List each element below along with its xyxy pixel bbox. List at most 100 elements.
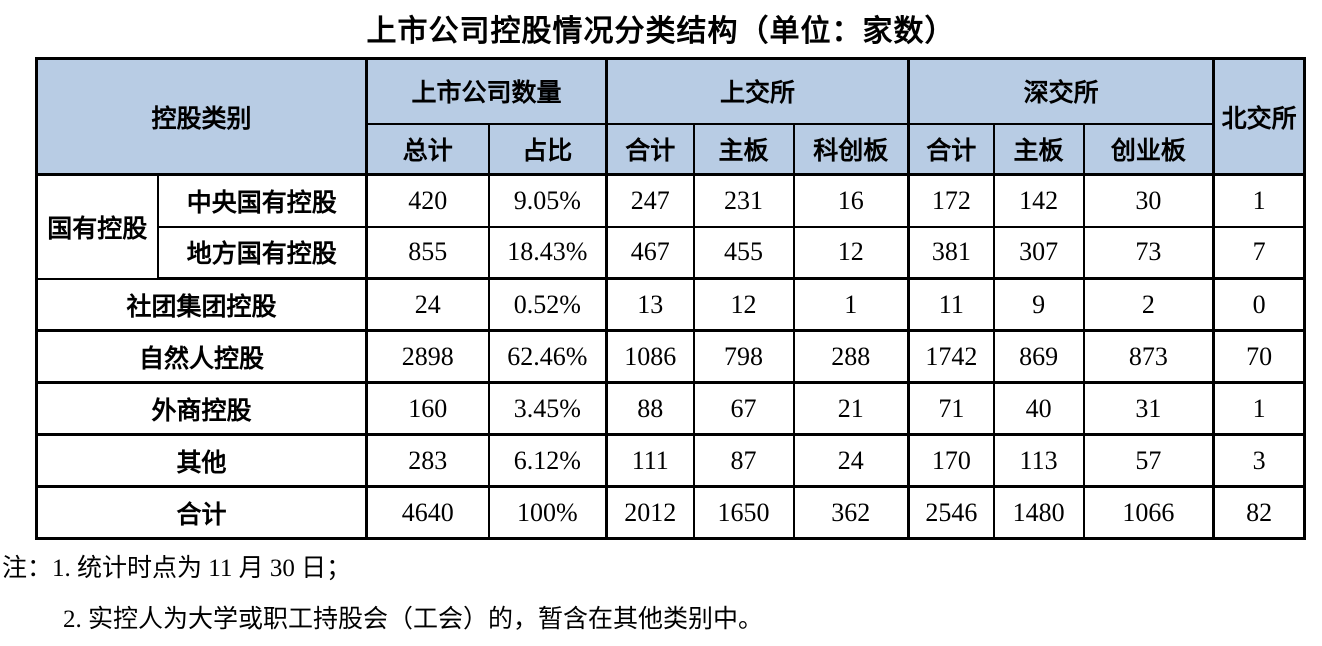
cell-szse-total: 1742 <box>907 329 995 384</box>
row-label: 其他 <box>35 433 369 488</box>
cell-szse-gem: 73 <box>1082 225 1216 280</box>
table-row-local-soe: 地方国有控股 855 18.43% 467 455 12 381 307 73 … <box>37 225 1306 280</box>
footnote-1: 注：1. 统计时点为 11 月 30 日； <box>2 555 352 582</box>
cell-ratio: 18.43% <box>487 225 609 280</box>
cell-szse-main: 40 <box>992 381 1085 436</box>
cell-szse-total: 170 <box>907 433 995 488</box>
cell-sse-star: 288 <box>792 329 911 384</box>
cell-sse-star: 16 <box>792 173 911 228</box>
row-label: 中央国有控股 <box>156 173 369 228</box>
cell-sse-main: 12 <box>692 277 795 332</box>
cell-szse-main: 142 <box>992 173 1085 228</box>
footnotes: 注：1. 统计时点为 11 月 30 日； 2. 实控人为大学或职工持股会（工会… <box>0 554 1322 635</box>
cell-total: 420 <box>365 173 490 228</box>
cell-total: 4640 <box>365 485 490 540</box>
cell-sse-star: 1 <box>792 277 911 332</box>
header-szse: 深交所 <box>907 57 1216 125</box>
holding-structure-table: 控股类别 上市公司数量 上交所 深交所 北交所 总计 占比 合计 主板 科创板 … <box>35 57 1307 540</box>
header-szse-total: 合计 <box>907 122 995 176</box>
cell-szse-main: 869 <box>992 329 1085 384</box>
cell-ratio: 9.05% <box>487 173 609 228</box>
table-row-foreign: 外商控股 160 3.45% 88 67 21 71 40 31 1 <box>35 381 1306 436</box>
row-group-label: 国有控股 <box>35 173 159 280</box>
header-sse-main: 主板 <box>692 122 795 176</box>
cell-sse-total: 111 <box>605 433 695 488</box>
header-szse-gem: 创业板 <box>1082 122 1216 176</box>
cell-sse-total: 1086 <box>605 329 695 384</box>
cell-ratio: 3.45% <box>487 381 609 436</box>
cell-bse: 3 <box>1212 433 1306 488</box>
table-body: 国有控股 中央国有控股 420 9.05% 247 231 16 172 142… <box>35 173 1306 540</box>
cell-sse-main: 87 <box>692 433 795 488</box>
cell-sse-star: 12 <box>792 225 911 280</box>
header-row-2: 总计 占比 合计 主板 科创板 合计 主板 创业板 <box>37 122 1305 176</box>
cell-bse: 0 <box>1212 277 1306 332</box>
cell-sse-star: 21 <box>792 381 911 436</box>
table-row-other: 其他 283 6.12% 111 87 24 170 113 57 3 <box>35 433 1306 488</box>
table-row-central-soe: 国有控股 中央国有控股 420 9.05% 247 231 16 172 142… <box>35 173 1306 280</box>
cell-sse-total: 467 <box>605 225 695 280</box>
cell-bse: 7 <box>1212 225 1306 280</box>
cell-bse: 1 <box>1212 381 1306 436</box>
cell-sse-total: 2012 <box>605 485 695 540</box>
cell-sse-total: 88 <box>605 381 695 436</box>
header-row-1: 控股类别 上市公司数量 上交所 深交所 北交所 <box>35 57 1306 176</box>
cell-szse-total: 71 <box>907 381 995 436</box>
header-sse-star: 科创板 <box>792 122 911 176</box>
document-page: 上市公司控股情况分类结构（单位：家数） 控股类别 上市公司数量 上交所 深交所 … <box>0 6 1322 646</box>
header-company-count: 上市公司数量 <box>365 57 609 125</box>
cell-szse-gem: 57 <box>1082 433 1216 488</box>
cell-ratio: 0.52% <box>487 277 609 332</box>
cell-sse-star: 24 <box>792 433 911 488</box>
cell-szse-gem: 31 <box>1082 381 1216 436</box>
cell-total: 283 <box>365 433 490 488</box>
cell-ratio: 62.46% <box>487 329 609 384</box>
footnote-2: 2. 实控人为大学或职工持股会（工会）的，暂含在其他类别中。 <box>63 606 764 633</box>
cell-szse-gem: 873 <box>1082 329 1216 384</box>
cell-total: 24 <box>365 277 490 332</box>
cell-sse-main: 231 <box>692 173 795 228</box>
cell-szse-total: 172 <box>907 173 995 228</box>
row-label: 自然人控股 <box>35 329 369 384</box>
row-label: 地方国有控股 <box>156 225 369 280</box>
table-title: 上市公司控股情况分类结构（单位：家数） <box>366 15 956 48</box>
cell-sse-total: 247 <box>605 173 695 228</box>
cell-sse-star: 362 <box>792 485 911 540</box>
row-label: 外商控股 <box>35 381 369 436</box>
cell-szse-total: 2546 <box>907 485 995 540</box>
cell-szse-total: 381 <box>907 225 995 280</box>
cell-szse-main: 307 <box>992 225 1085 280</box>
header-sse-total: 合计 <box>605 122 695 176</box>
header-bse: 北交所 <box>1212 57 1306 176</box>
header-ratio: 占比 <box>487 122 609 176</box>
cell-szse-main: 113 <box>992 433 1085 488</box>
cell-bse: 1 <box>1212 173 1306 228</box>
table-header: 控股类别 上市公司数量 上交所 深交所 北交所 总计 占比 合计 主板 科创板 … <box>35 57 1306 176</box>
cell-szse-gem: 30 <box>1082 173 1216 228</box>
cell-total: 855 <box>365 225 490 280</box>
table-row-grand-total: 合计 4640 100% 2012 1650 362 2546 1480 106… <box>35 485 1306 540</box>
header-sse: 上交所 <box>605 57 911 125</box>
cell-total: 160 <box>365 381 490 436</box>
row-label: 合计 <box>35 485 369 540</box>
cell-szse-total: 11 <box>907 277 995 332</box>
table-row-natural-person: 自然人控股 2898 62.46% 1086 798 288 1742 869 … <box>35 329 1306 384</box>
cell-sse-main: 1650 <box>692 485 795 540</box>
header-szse-main: 主板 <box>992 122 1085 176</box>
cell-sse-total: 13 <box>605 277 695 332</box>
header-category: 控股类别 <box>35 57 369 176</box>
cell-total: 2898 <box>365 329 490 384</box>
cell-szse-gem: 2 <box>1082 277 1216 332</box>
cell-sse-main: 798 <box>692 329 795 384</box>
cell-szse-main: 9 <box>992 277 1085 332</box>
cell-szse-gem: 1066 <box>1082 485 1216 540</box>
cell-sse-main: 455 <box>692 225 795 280</box>
cell-szse-main: 1480 <box>992 485 1085 540</box>
cell-sse-main: 67 <box>692 381 795 436</box>
row-label: 社团集团控股 <box>35 277 369 332</box>
cell-bse: 82 <box>1212 485 1306 540</box>
cell-ratio: 100% <box>487 485 609 540</box>
cell-bse: 70 <box>1212 329 1306 384</box>
table-row-association: 社团集团控股 24 0.52% 13 12 1 11 9 2 0 <box>35 277 1306 332</box>
header-total: 总计 <box>365 122 490 176</box>
